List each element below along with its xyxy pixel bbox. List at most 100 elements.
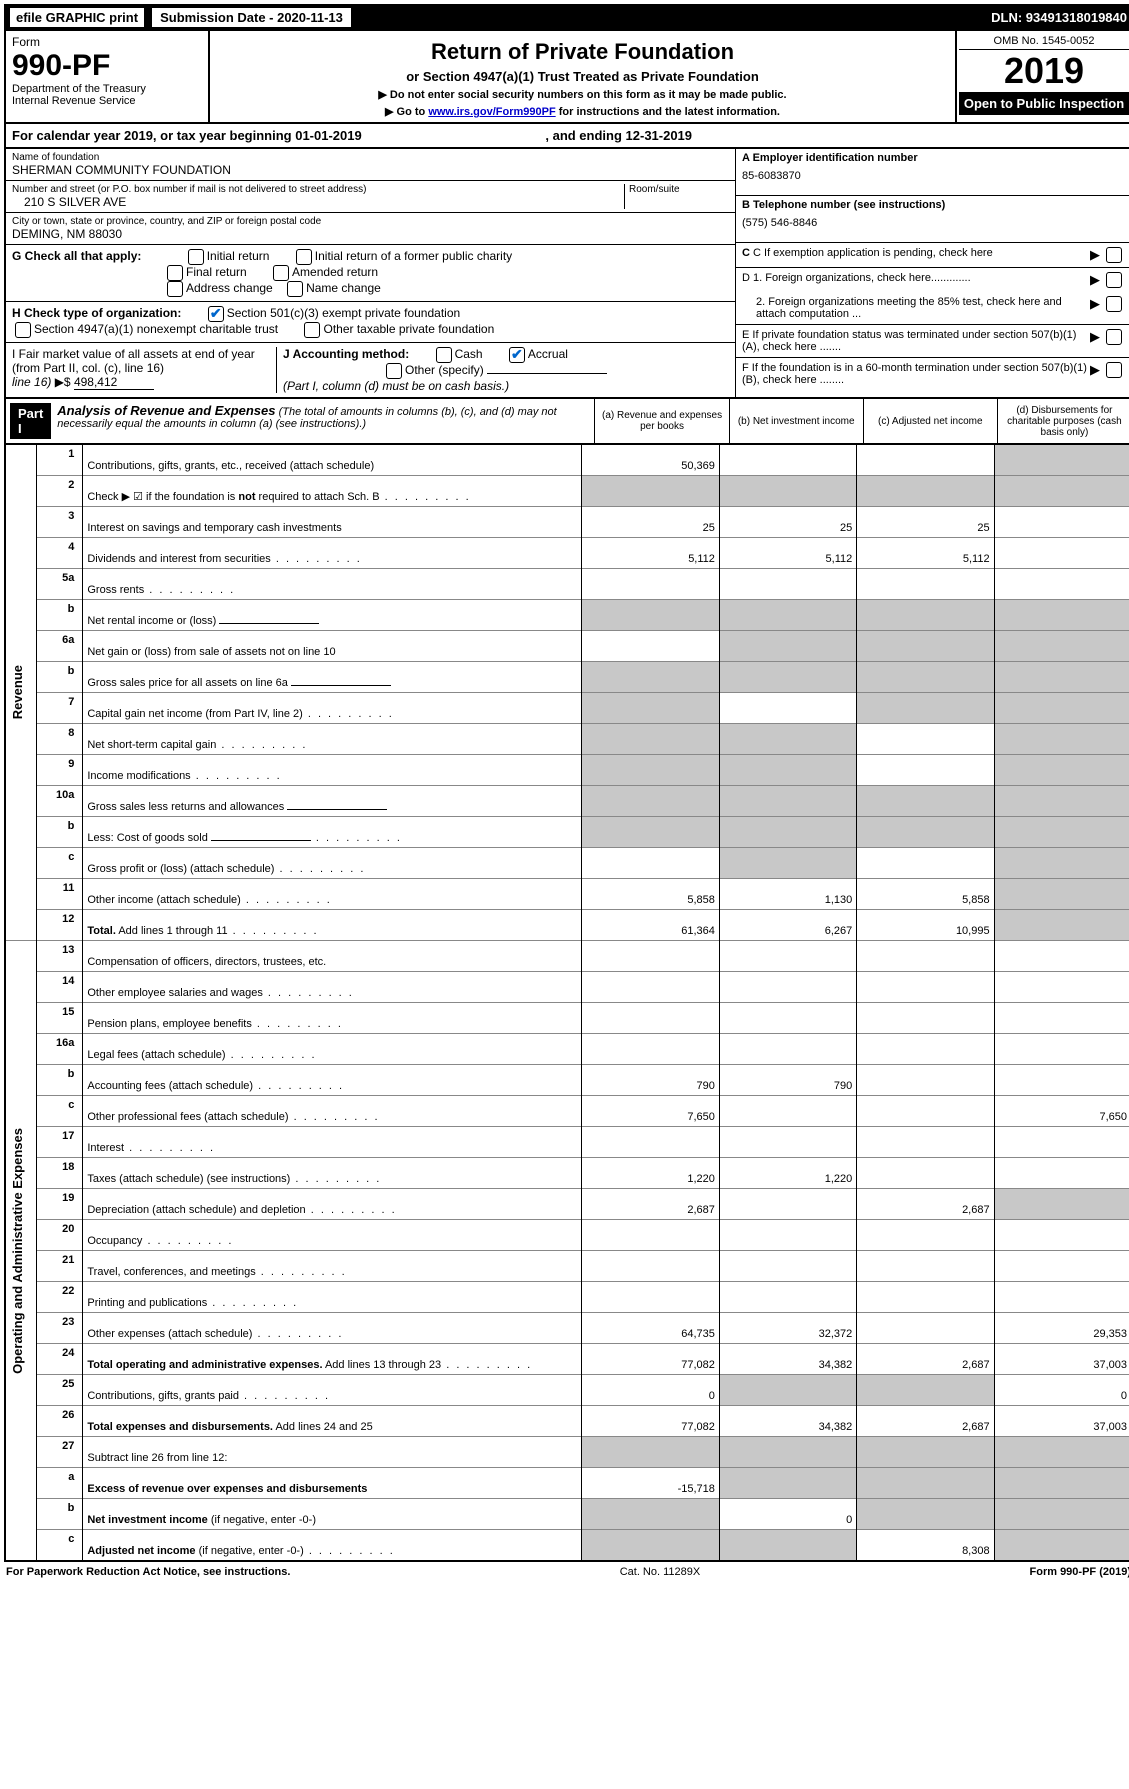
line-number: 24 (36, 1344, 83, 1375)
line-number: 18 (36, 1158, 83, 1189)
phone-cell: B Telephone number (see instructions) (5… (736, 196, 1129, 243)
tax-year: 2019 (959, 50, 1129, 92)
address-change-cb[interactable] (167, 281, 183, 297)
amended-cb[interactable] (273, 265, 289, 281)
initial-former-cb[interactable] (296, 249, 312, 265)
submission-date: Submission Date - 2020-11-13 (152, 8, 351, 27)
line-value (719, 941, 856, 972)
line-value: 5,858 (857, 879, 994, 910)
line-value (719, 848, 856, 879)
line-value (719, 1251, 856, 1282)
line-value (582, 786, 719, 817)
line-value: 77,082 (582, 1344, 719, 1375)
irs-link[interactable]: www.irs.gov/Form990PF (428, 106, 555, 118)
line-value: 2,687 (857, 1344, 994, 1375)
line-value (582, 755, 719, 786)
line-desc: Total operating and administrative expen… (83, 1344, 582, 1375)
form-word: Form (12, 35, 202, 49)
line-value: 0 (994, 1375, 1129, 1406)
catalog-number: Cat. No. 11289X (290, 1566, 1029, 1578)
line-number: 3 (36, 507, 83, 538)
open-public: Open to Public Inspection (959, 92, 1129, 115)
line-desc: Gross rents (83, 569, 582, 600)
dept-treasury: Department of the Treasury (12, 83, 202, 95)
line-value (994, 879, 1129, 910)
line-value (582, 600, 719, 631)
other-method-cb[interactable] (386, 363, 402, 379)
revenue-side-label: Revenue (5, 445, 36, 941)
g-checks: G Check all that apply: Initial return I… (6, 245, 735, 302)
line-value (994, 941, 1129, 972)
line-value: 34,382 (719, 1406, 856, 1437)
line-desc: Depreciation (attach schedule) and deple… (83, 1189, 582, 1220)
line-value (582, 724, 719, 755)
irs-label: Internal Revenue Service (12, 95, 202, 107)
efile-label: efile GRAPHIC print (10, 8, 144, 27)
line-number: 27 (36, 1437, 83, 1468)
line-number: b (36, 1499, 83, 1530)
line-value (719, 1034, 856, 1065)
line-value: 64,735 (582, 1313, 719, 1344)
line-value: 790 (719, 1065, 856, 1096)
line-value (994, 910, 1129, 941)
line-value (857, 1003, 994, 1034)
line-value (857, 1313, 994, 1344)
line-value: 37,003 (994, 1344, 1129, 1375)
line-value (994, 693, 1129, 724)
line-number: c (36, 1530, 83, 1562)
line-value: 1,130 (719, 879, 856, 910)
line-value (857, 817, 994, 848)
line-value (719, 972, 856, 1003)
line-value (719, 755, 856, 786)
line-value (582, 1437, 719, 1468)
top-bar: efile GRAPHIC print Submission Date - 20… (4, 4, 1129, 31)
c-check: C C If exemption application is pending,… (736, 243, 1129, 268)
line-value: 34,382 (719, 1344, 856, 1375)
line-row: 6aNet gain or (loss) from sale of assets… (5, 631, 1129, 662)
accrual-cb[interactable] (509, 347, 525, 363)
line-desc: Excess of revenue over expenses and disb… (83, 1468, 582, 1499)
name-change-cb[interactable] (287, 281, 303, 297)
line-value: 2,687 (582, 1189, 719, 1220)
line-value: 8,308 (857, 1530, 994, 1562)
line-number: 5a (36, 569, 83, 600)
line-value (994, 569, 1129, 600)
line-number: 20 (36, 1220, 83, 1251)
line-desc: Net investment income (if negative, ente… (83, 1499, 582, 1530)
final-return-cb[interactable] (167, 265, 183, 281)
line-row: 16aLegal fees (attach schedule) (5, 1034, 1129, 1065)
line-desc: Contributions, gifts, grants paid (83, 1375, 582, 1406)
line-value (857, 1468, 994, 1499)
line-value (994, 1437, 1129, 1468)
line-value (857, 445, 994, 476)
line-value (994, 1189, 1129, 1220)
initial-return-cb[interactable] (188, 249, 204, 265)
ein-cell: A Employer identification number 85-6083… (736, 149, 1129, 196)
line-number: b (36, 662, 83, 693)
line-desc: Less: Cost of goods sold (83, 817, 582, 848)
line-number: 4 (36, 538, 83, 569)
line-value (719, 1437, 856, 1468)
line-desc: Pension plans, employee benefits (83, 1003, 582, 1034)
4947-cb[interactable] (15, 322, 31, 338)
line-row: 19Depreciation (attach schedule) and dep… (5, 1189, 1129, 1220)
line-desc: Net short-term capital gain (83, 724, 582, 755)
line-desc: Occupancy (83, 1220, 582, 1251)
line-desc: Other expenses (attach schedule) (83, 1313, 582, 1344)
line-value (994, 1127, 1129, 1158)
form-number: 990-PF (12, 49, 202, 83)
line-value (582, 631, 719, 662)
line-value: 5,112 (719, 538, 856, 569)
line-row: 5aGross rents (5, 569, 1129, 600)
line-value (719, 476, 856, 507)
line-value: 1,220 (582, 1158, 719, 1189)
501c3-cb[interactable] (208, 306, 224, 322)
line-value (994, 507, 1129, 538)
line-desc: Legal fees (attach schedule) (83, 1034, 582, 1065)
line-desc: Contributions, gifts, grants, etc., rece… (83, 445, 582, 476)
cash-cb[interactable] (436, 347, 452, 363)
line-value (857, 476, 994, 507)
line-desc: Accounting fees (attach schedule) (83, 1065, 582, 1096)
line-number: b (36, 600, 83, 631)
other-taxable-cb[interactable] (304, 322, 320, 338)
